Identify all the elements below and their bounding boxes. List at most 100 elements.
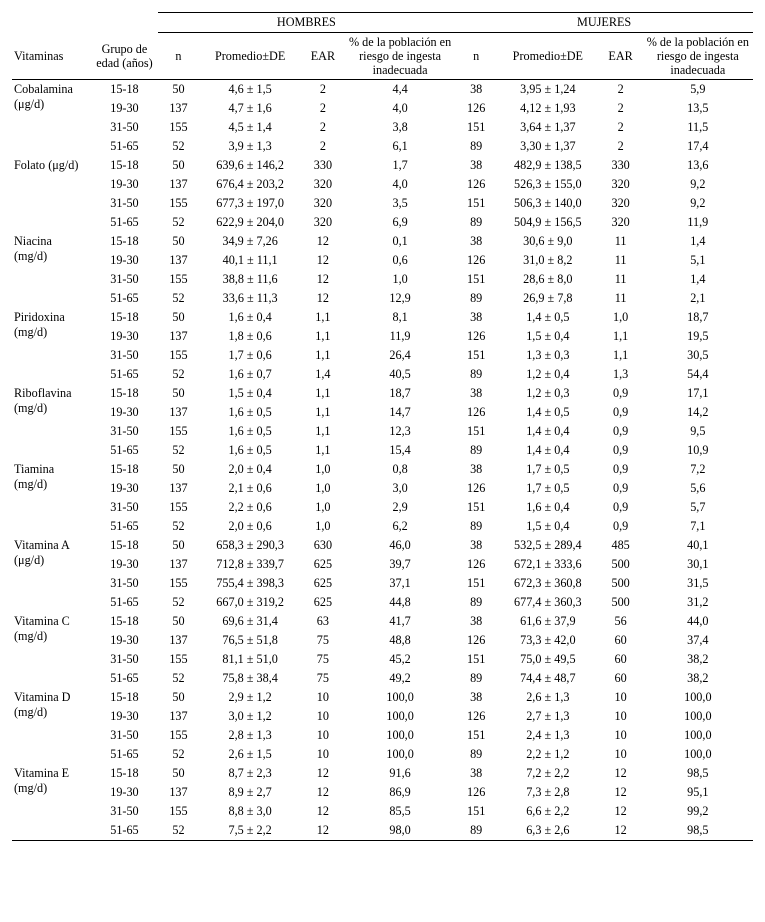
ear-f-cell: 2 xyxy=(599,80,643,100)
pde-f-cell: 61,6 ± 37,9 xyxy=(497,612,598,631)
ear-f-cell: 0,9 xyxy=(599,460,643,479)
ear-f-cell: 330 xyxy=(599,156,643,175)
n-f-cell: 38 xyxy=(455,536,497,555)
risk-f-cell: 17,4 xyxy=(643,137,753,156)
n-f-cell: 126 xyxy=(455,403,497,422)
n-m-cell: 50 xyxy=(158,764,200,783)
pde-m-cell: 1,6 ± 0,5 xyxy=(199,403,300,422)
n-m-cell: 50 xyxy=(158,688,200,707)
ear-f-cell: 0,9 xyxy=(599,384,643,403)
header-ear-m: EAR xyxy=(301,33,345,80)
ear-f-cell: 320 xyxy=(599,213,643,232)
vitamin-name-cell: Folato (μg/d) xyxy=(12,156,91,232)
table-row: 19-301378,9 ± 2,71286,91267,3 ± 2,81295,… xyxy=(12,783,753,802)
ear-f-cell: 11 xyxy=(599,251,643,270)
header-pde-m: Promedio±DE xyxy=(199,33,300,80)
pde-f-cell: 7,2 ± 2,2 xyxy=(497,764,598,783)
n-f-cell: 151 xyxy=(455,194,497,213)
ear-m-cell: 10 xyxy=(301,726,345,745)
table-row: 51-6552622,9 ± 204,03206,989504,9 ± 156,… xyxy=(12,213,753,232)
age-cell: 19-30 xyxy=(91,327,157,346)
n-m-cell: 52 xyxy=(158,669,200,688)
pde-f-cell: 7,3 ± 2,8 xyxy=(497,783,598,802)
risk-m-cell: 100,0 xyxy=(345,688,455,707)
table-body: Cobalamina(μg/d)15-18504,6 ± 1,524,4383,… xyxy=(12,80,753,841)
table-row: 51-65521,6 ± 0,71,440,5891,2 ± 0,41,354,… xyxy=(12,365,753,384)
pde-m-cell: 33,6 ± 11,3 xyxy=(199,289,300,308)
n-m-cell: 52 xyxy=(158,137,200,156)
pde-f-cell: 74,4 ± 48,7 xyxy=(497,669,598,688)
ear-m-cell: 12 xyxy=(301,270,345,289)
ear-f-cell: 1,0 xyxy=(599,308,643,327)
table-row: Vitamina E(mg/d)15-18508,7 ± 2,31291,638… xyxy=(12,764,753,783)
vitamin-name: Niacina xyxy=(14,234,52,248)
pde-f-cell: 3,30 ± 1,37 xyxy=(497,137,598,156)
ear-m-cell: 1,0 xyxy=(301,479,345,498)
n-f-cell: 126 xyxy=(455,631,497,650)
risk-m-cell: 1,0 xyxy=(345,270,455,289)
risk-m-cell: 4,0 xyxy=(345,99,455,118)
n-f-cell: 126 xyxy=(455,479,497,498)
n-f-cell: 89 xyxy=(455,669,497,688)
table-row: Niacina(mg/d)15-185034,9 ± 7,26120,13830… xyxy=(12,232,753,251)
vitamin-name-cell: Vitamina C(mg/d) xyxy=(12,612,91,688)
risk-m-cell: 12,9 xyxy=(345,289,455,308)
pde-m-cell: 1,6 ± 0,7 xyxy=(199,365,300,384)
n-m-cell: 50 xyxy=(158,156,200,175)
vitamin-name: Tiamina xyxy=(14,462,54,476)
vitamin-name: Cobalamina xyxy=(14,82,73,96)
n-f-cell: 89 xyxy=(455,137,497,156)
risk-f-cell: 99,2 xyxy=(643,802,753,821)
risk-m-cell: 41,7 xyxy=(345,612,455,631)
ear-f-cell: 0,9 xyxy=(599,403,643,422)
pde-f-cell: 30,6 ± 9,0 xyxy=(497,232,598,251)
age-cell: 31-50 xyxy=(91,346,157,365)
ear-f-cell: 0,9 xyxy=(599,441,643,460)
n-m-cell: 155 xyxy=(158,802,200,821)
ear-f-cell: 1,3 xyxy=(599,365,643,384)
vitamin-name-cell: Cobalamina(μg/d) xyxy=(12,80,91,157)
risk-f-cell: 17,1 xyxy=(643,384,753,403)
vitamin-name-cell: Tiamina(mg/d) xyxy=(12,460,91,536)
age-cell: 51-65 xyxy=(91,821,157,841)
risk-f-cell: 44,0 xyxy=(643,612,753,631)
ear-f-cell: 1,1 xyxy=(599,327,643,346)
age-cell: 31-50 xyxy=(91,118,157,137)
pde-m-cell: 76,5 ± 51,8 xyxy=(199,631,300,650)
age-cell: 31-50 xyxy=(91,270,157,289)
risk-m-cell: 98,0 xyxy=(345,821,455,841)
n-m-cell: 50 xyxy=(158,232,200,251)
risk-m-cell: 0,6 xyxy=(345,251,455,270)
age-cell: 19-30 xyxy=(91,631,157,650)
n-m-cell: 155 xyxy=(158,270,200,289)
risk-m-cell: 15,4 xyxy=(345,441,455,460)
ear-m-cell: 1,1 xyxy=(301,327,345,346)
n-m-cell: 137 xyxy=(158,175,200,194)
vitamin-name: Vitamina C xyxy=(14,614,70,628)
n-m-cell: 52 xyxy=(158,517,200,536)
age-cell: 31-50 xyxy=(91,422,157,441)
risk-m-cell: 100,0 xyxy=(345,745,455,764)
n-m-cell: 50 xyxy=(158,460,200,479)
pde-f-cell: 6,3 ± 2,6 xyxy=(497,821,598,841)
ear-f-cell: 56 xyxy=(599,612,643,631)
n-m-cell: 52 xyxy=(158,289,200,308)
ear-f-cell: 2 xyxy=(599,99,643,118)
age-cell: 31-50 xyxy=(91,650,157,669)
age-cell: 19-30 xyxy=(91,99,157,118)
risk-f-cell: 40,1 xyxy=(643,536,753,555)
pde-f-cell: 1,7 ± 0,5 xyxy=(497,460,598,479)
age-cell: 31-50 xyxy=(91,726,157,745)
vitamin-name: Vitamina E xyxy=(14,766,69,780)
n-f-cell: 151 xyxy=(455,346,497,365)
ear-m-cell: 630 xyxy=(301,536,345,555)
risk-m-cell: 37,1 xyxy=(345,574,455,593)
risk-f-cell: 38,2 xyxy=(643,669,753,688)
age-cell: 15-18 xyxy=(91,764,157,783)
pde-f-cell: 2,7 ± 1,3 xyxy=(497,707,598,726)
pde-m-cell: 1,6 ± 0,5 xyxy=(199,441,300,460)
age-cell: 15-18 xyxy=(91,156,157,175)
pde-m-cell: 1,6 ± 0,5 xyxy=(199,422,300,441)
ear-m-cell: 1,1 xyxy=(301,403,345,422)
pde-m-cell: 34,9 ± 7,26 xyxy=(199,232,300,251)
